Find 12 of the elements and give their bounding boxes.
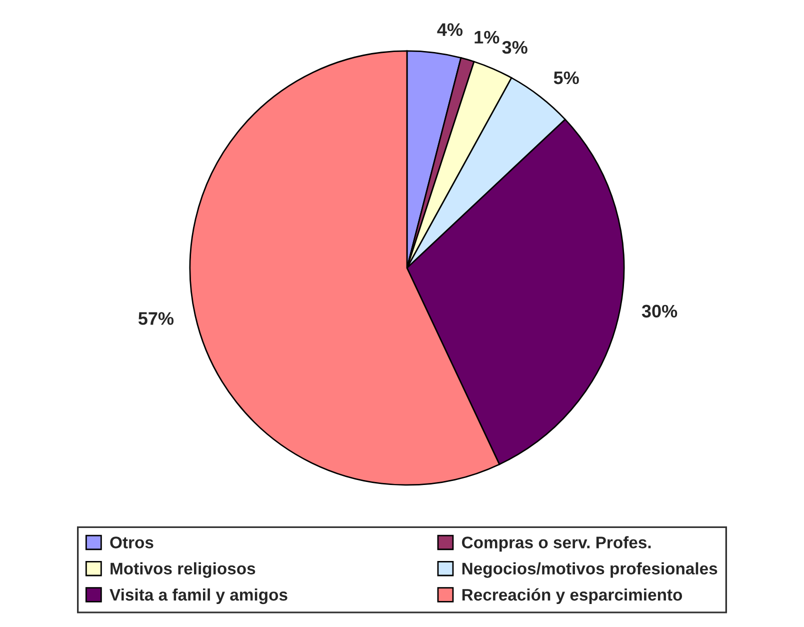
data-label: 3% xyxy=(502,40,528,54)
data-label: 4% xyxy=(437,23,463,36)
legend-label: Negocios/motivos profesionales xyxy=(462,562,718,578)
data-label: 1% xyxy=(474,30,500,44)
legend-label: Motivos religiosos xyxy=(110,562,256,578)
data-label: 5% xyxy=(554,71,579,84)
legend-label: Otros xyxy=(110,536,154,548)
data-label: 57% xyxy=(138,312,174,325)
legend-label: Visita a famil y amigos xyxy=(110,588,288,604)
data-label: 30% xyxy=(642,304,678,318)
legend-label: Recreación y esparcimiento xyxy=(462,588,682,604)
legend-label: Compras o serv. Profes. xyxy=(462,536,651,552)
